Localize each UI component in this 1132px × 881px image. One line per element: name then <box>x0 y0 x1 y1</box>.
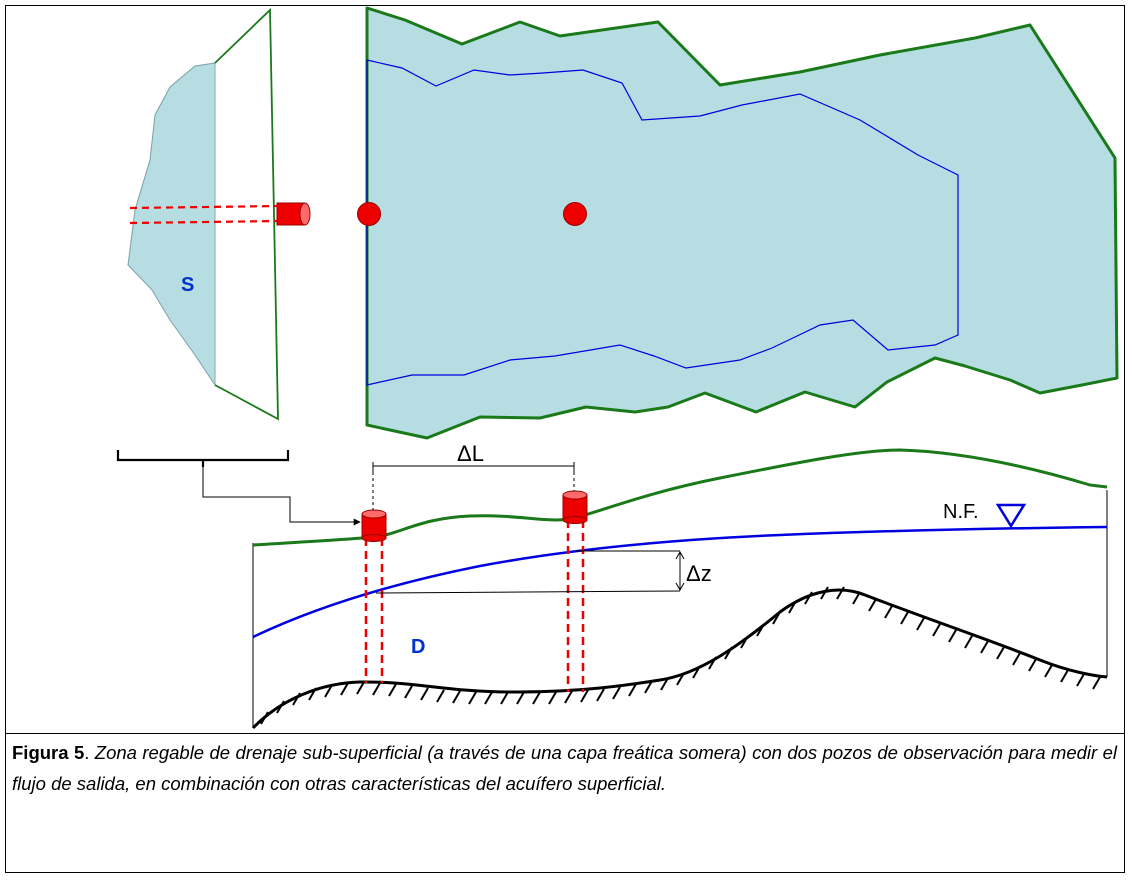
observation-point-1 <box>357 202 381 226</box>
label-delta-z: Δz <box>686 561 712 586</box>
figure-frame <box>5 5 1125 873</box>
figure-caption: Figura 5. Zona regable de drenaje sub-su… <box>12 737 1117 799</box>
main-plume-area <box>365 6 1119 440</box>
drain-line-lower <box>129 219 281 225</box>
bedrock-hatching <box>260 586 1101 725</box>
delta-z-arrowhead-top <box>675 550 685 560</box>
left-plume-area <box>127 62 216 387</box>
bedrock-line <box>251 588 1108 730</box>
caption-area: Figura 5. Zona regable de drenaje sub-su… <box>5 733 1125 873</box>
label-delta-l: ΔL <box>457 441 484 466</box>
delta-z-lower-line <box>375 590 681 594</box>
bracket-connector-arrow <box>202 467 361 526</box>
well-1-head <box>361 509 387 542</box>
label-water-table: N.F. <box>943 501 979 523</box>
drain-outlet-pipe <box>276 202 311 226</box>
well-2-head <box>562 490 588 524</box>
water-table-symbol <box>995 503 1027 529</box>
inner-blue-contour <box>366 59 959 386</box>
observation-point-2 <box>563 202 587 226</box>
water-table-line <box>252 525 1108 639</box>
section-bracket <box>116 450 290 467</box>
delta-z-arrowhead-bottom <box>675 582 685 592</box>
caption-label: Figura 5 <box>12 742 85 763</box>
left-green-boundary <box>214 7 279 421</box>
label-s: S <box>181 274 194 296</box>
drain-line-upper <box>129 204 281 210</box>
label-d: D <box>411 636 425 658</box>
caption-text: Zona regable de drenaje sub-superficial … <box>12 742 1117 794</box>
caption-separator: . <box>84 742 95 763</box>
